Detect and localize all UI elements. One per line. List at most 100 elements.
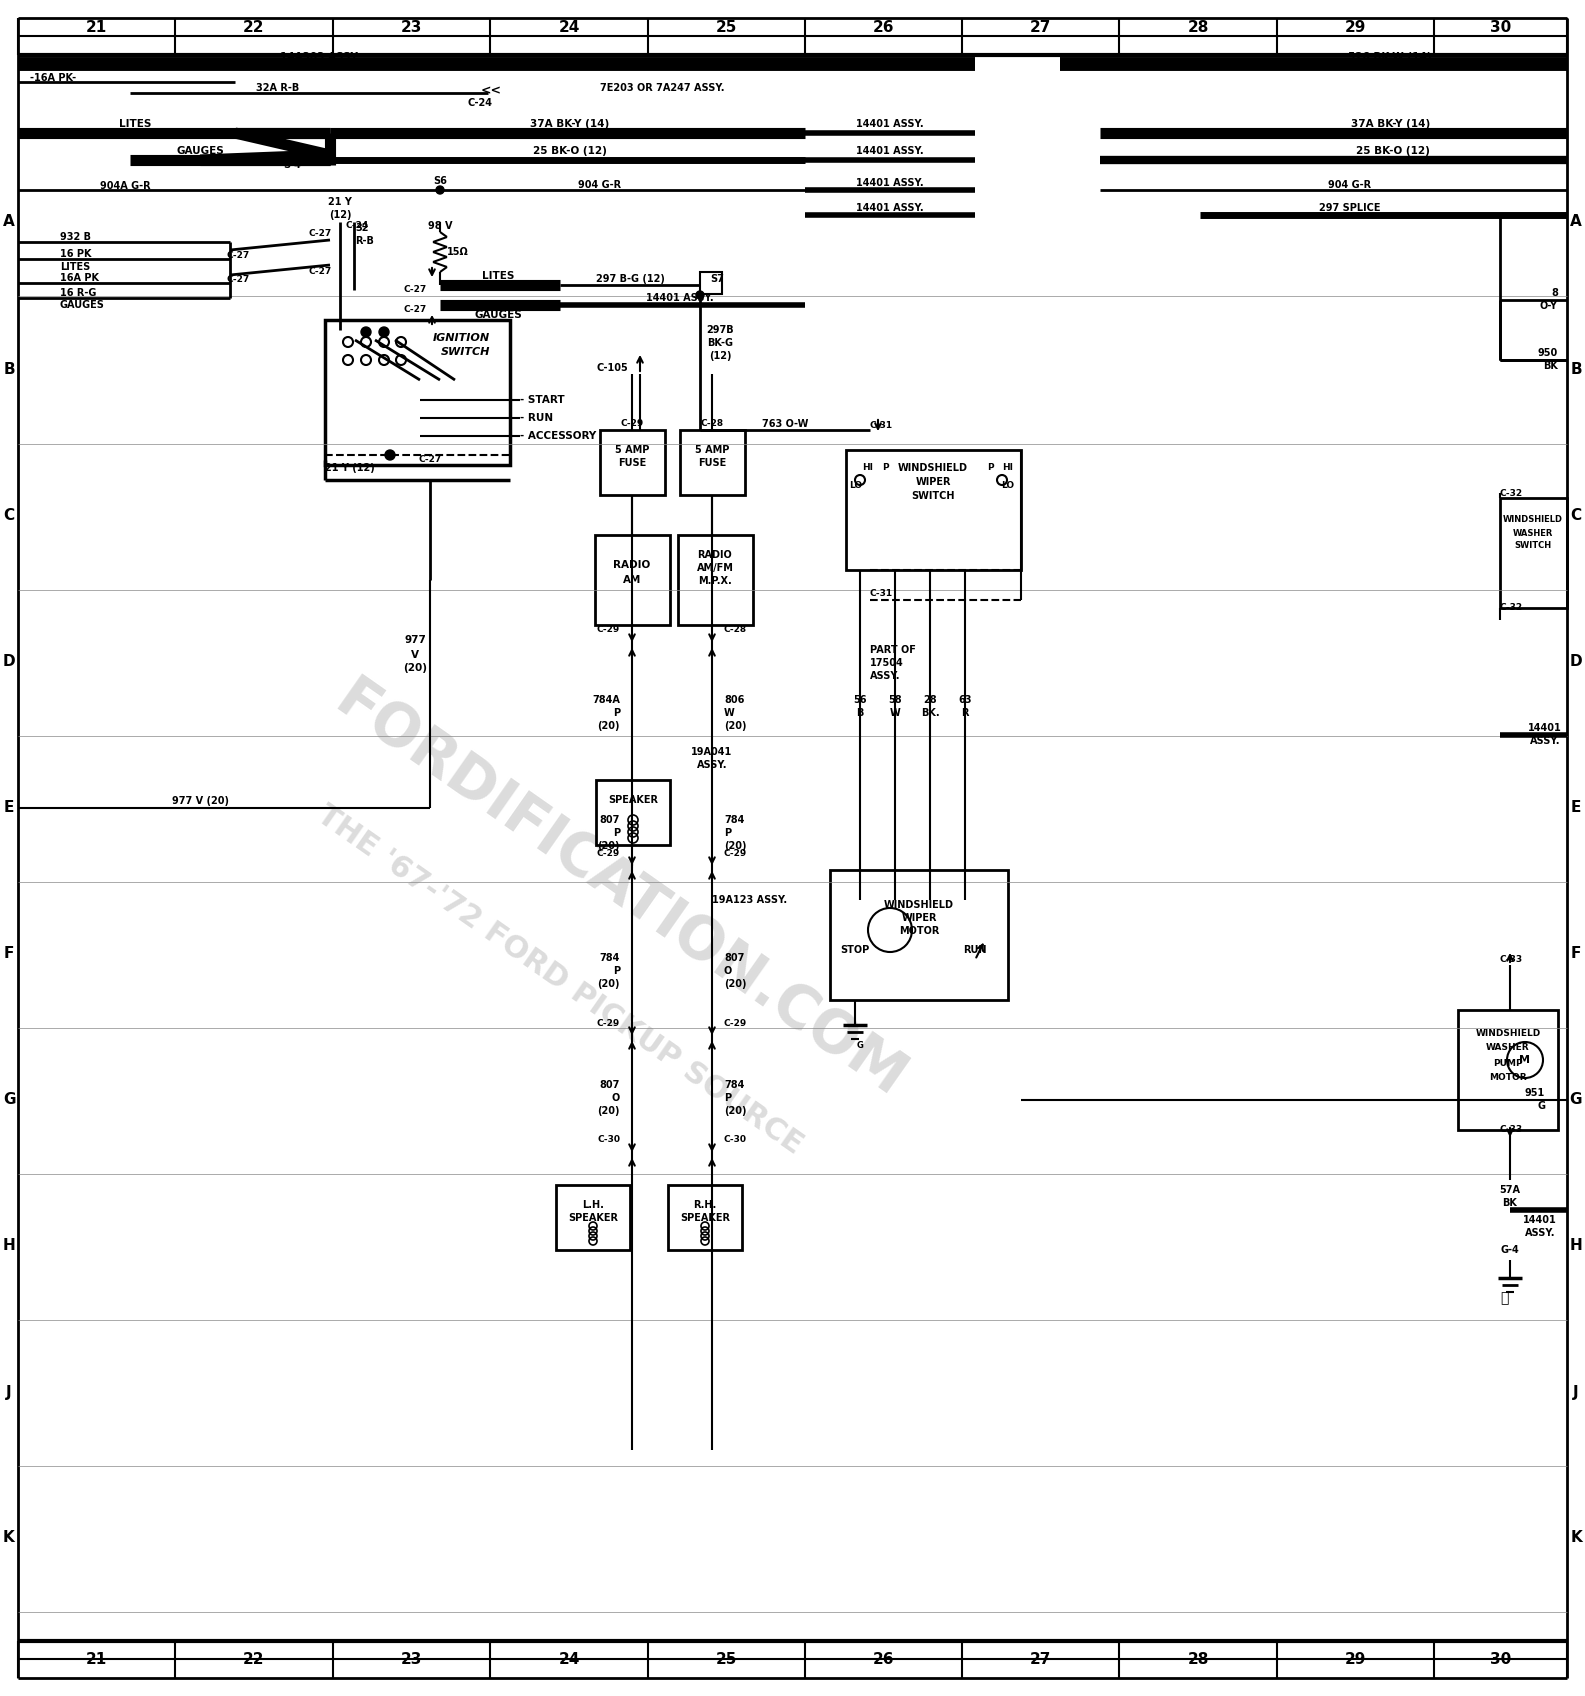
Text: 29: 29: [1344, 1652, 1366, 1667]
Text: A: A: [1571, 214, 1582, 229]
Text: <<: <<: [480, 85, 501, 97]
Text: R-B: R-B: [355, 236, 374, 246]
Text: 15Ω: 15Ω: [447, 248, 469, 258]
Text: IGNITION: IGNITION: [433, 332, 490, 343]
Text: (20): (20): [403, 663, 426, 673]
Text: 24: 24: [558, 1652, 580, 1667]
Text: C-27: C-27: [404, 285, 426, 295]
Text: 16A PK: 16A PK: [60, 273, 98, 283]
Text: 807: 807: [599, 816, 620, 824]
Text: GAUGES: GAUGES: [474, 310, 521, 321]
Text: PUMP: PUMP: [1493, 1058, 1523, 1067]
Text: 8: 8: [1552, 288, 1558, 298]
Text: 977 V (20): 977 V (20): [171, 795, 228, 806]
Text: K: K: [3, 1530, 14, 1545]
Text: C-27: C-27: [309, 268, 331, 276]
Text: (20): (20): [724, 721, 747, 731]
Text: O-Y: O-Y: [1541, 300, 1558, 310]
Text: LO: LO: [1002, 482, 1014, 490]
Text: 32A R-B: 32A R-B: [257, 83, 300, 93]
Text: P: P: [724, 1092, 731, 1102]
Text: MOTOR: MOTOR: [899, 926, 940, 936]
Text: - ACCESSORY: - ACCESSORY: [520, 431, 596, 441]
Bar: [846, 449, 1021, 570]
Text: C-32: C-32: [1499, 488, 1523, 497]
Text: 784A: 784A: [593, 695, 620, 706]
Bar: [667, 1186, 742, 1250]
Text: 16 R-G: 16 R-G: [60, 288, 97, 298]
Text: C-24: C-24: [468, 98, 493, 109]
Text: 904 G-R: 904 G-R: [1328, 180, 1371, 190]
Text: 5 AMP: 5 AMP: [694, 444, 729, 455]
Text: 25 BK-O (12): 25 BK-O (12): [533, 146, 607, 156]
Text: 56: 56: [853, 695, 867, 706]
Text: D: D: [1569, 655, 1582, 670]
Text: G-4: G-4: [1501, 1245, 1520, 1255]
Text: ⏚: ⏚: [1499, 1291, 1509, 1304]
Text: R.H.: R.H.: [693, 1201, 716, 1209]
Text: H: H: [3, 1238, 16, 1253]
Text: W: W: [889, 707, 900, 717]
Text: M.P.X.: M.P.X.: [697, 577, 732, 587]
Text: 26: 26: [873, 19, 894, 34]
Text: 30: 30: [1490, 1652, 1511, 1667]
Text: AM: AM: [623, 575, 642, 585]
Text: 806: 806: [724, 695, 745, 706]
Text: 950: 950: [1537, 348, 1558, 358]
Text: 14401: 14401: [1523, 1214, 1556, 1225]
Text: 16 PK: 16 PK: [60, 249, 92, 259]
Text: C-30: C-30: [598, 1136, 620, 1145]
Text: LITES: LITES: [60, 261, 90, 271]
Text: LITES: LITES: [482, 271, 514, 282]
Text: P: P: [987, 463, 994, 473]
Text: C-27: C-27: [404, 305, 426, 314]
Text: ASSY.: ASSY.: [870, 672, 900, 682]
Text: 37A BK-Y (14): 37A BK-Y (14): [531, 119, 610, 129]
Text: 904 G-R: 904 G-R: [579, 180, 621, 190]
Circle shape: [379, 327, 388, 338]
Text: 297 B-G (12): 297 B-G (12): [596, 275, 664, 283]
Text: G: G: [1537, 1101, 1545, 1111]
Text: 14401 ASSY.: 14401 ASSY.: [856, 178, 924, 188]
Text: 21: 21: [86, 1652, 108, 1667]
Text: C-27: C-27: [418, 456, 442, 465]
Bar: [556, 1186, 629, 1250]
Text: C-33: C-33: [1499, 1126, 1523, 1135]
Text: HI: HI: [1002, 463, 1013, 473]
Text: B: B: [1571, 363, 1582, 378]
Text: HI: HI: [862, 463, 873, 473]
Text: 22: 22: [243, 1652, 265, 1667]
Text: 23: 23: [401, 19, 422, 34]
Text: 5 AMP: 5 AMP: [615, 444, 650, 455]
Text: H: H: [1569, 1238, 1582, 1253]
Text: 297 SPLICE: 297 SPLICE: [1319, 204, 1381, 214]
Text: - START: - START: [520, 395, 564, 405]
Text: 807: 807: [724, 953, 745, 963]
Circle shape: [385, 449, 395, 460]
Text: C-29: C-29: [620, 419, 644, 429]
Text: 28: 28: [922, 695, 937, 706]
Bar: [680, 431, 745, 495]
Text: D: D: [3, 655, 16, 670]
Text: 24: 24: [558, 19, 580, 34]
Text: P: P: [724, 828, 731, 838]
Text: BK: BK: [1503, 1197, 1517, 1208]
Text: C: C: [3, 509, 14, 524]
Text: G: G: [3, 1092, 16, 1107]
Text: RADIO: RADIO: [613, 560, 650, 570]
Text: 14A303 ASSY.: 14A303 ASSY.: [281, 53, 360, 63]
Text: 26: 26: [873, 1652, 894, 1667]
Text: 58: 58: [888, 695, 902, 706]
Text: C-31: C-31: [870, 421, 892, 429]
Text: LO: LO: [850, 482, 862, 490]
Text: J: J: [6, 1384, 11, 1399]
Text: BK-G: BK-G: [707, 338, 732, 348]
Text: 951: 951: [1525, 1089, 1545, 1097]
Text: P: P: [613, 707, 620, 717]
Text: C-27: C-27: [309, 229, 331, 239]
Text: 63: 63: [959, 695, 972, 706]
Text: (20): (20): [724, 1106, 747, 1116]
Text: 7E203 OR 7A247 ASSY.: 7E203 OR 7A247 ASSY.: [601, 83, 724, 93]
Text: AM/FM: AM/FM: [696, 563, 734, 573]
Text: 904A G-R: 904A G-R: [100, 181, 151, 192]
